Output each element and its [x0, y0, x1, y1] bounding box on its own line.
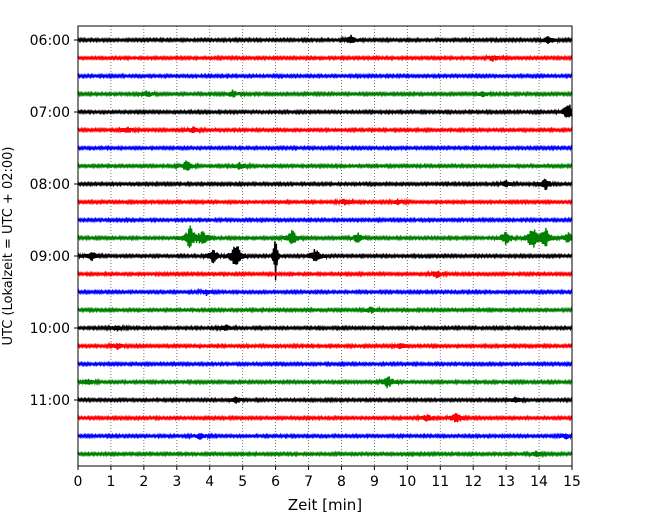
trace-0915: [77, 270, 573, 279]
trace-0745: [77, 160, 573, 171]
y-axis-ticks: 06:00 07:00 08:00 09:00 10:00 11:00: [30, 33, 78, 409]
trace-0830: [77, 216, 573, 224]
y-axis-label: UTC (Lokalzeit = UTC + 02:00): [1, 147, 16, 346]
trace-0800: [77, 178, 573, 190]
x-axis-label: Zeit [min]: [288, 496, 362, 514]
x-tick-label-13: 13: [497, 474, 515, 490]
grid-lines: [110, 26, 540, 466]
y-tick-label-0700: 07:00: [30, 105, 70, 121]
trace-0930: [77, 287, 573, 297]
trace-1030: [77, 360, 573, 368]
x-tick-label-2: 2: [139, 474, 148, 490]
x-tick-label-3: 3: [172, 474, 181, 490]
x-tick-label-0: 0: [74, 474, 83, 490]
x-tick-label-12: 12: [464, 474, 482, 490]
trace-0715: [77, 125, 573, 135]
x-tick-label-6: 6: [271, 474, 280, 490]
plot-frame: [77, 25, 573, 467]
trace-0845: [77, 225, 573, 248]
y-tick-label-0600: 06:00: [30, 33, 70, 49]
x-tick-label-1: 1: [106, 474, 115, 490]
y-tick-label-1100: 11:00: [30, 393, 70, 409]
y-tick-label-0800: 08:00: [30, 177, 70, 193]
y-tick-label-0900: 09:00: [30, 249, 70, 265]
x-tick-label-4: 4: [205, 474, 214, 490]
x-tick-label-5: 5: [238, 474, 247, 490]
trace-1130: [77, 432, 573, 441]
seismic-traces: [77, 34, 573, 459]
trace-1015: [77, 341, 573, 351]
x-tick-label-14: 14: [530, 474, 548, 490]
trace-0730: [77, 144, 573, 152]
trace-0645: [77, 89, 573, 98]
trace-0600: [77, 34, 573, 45]
x-tick-label-7: 7: [304, 474, 313, 490]
x-tick-label-9: 9: [370, 474, 379, 490]
trace-1045: [77, 376, 573, 389]
trace-0815: [77, 197, 573, 207]
trace-0700: [77, 104, 573, 118]
trace-0630: [77, 72, 573, 80]
x-tick-label-15: 15: [563, 474, 581, 490]
x-axis-ticks: 0 1 2 3 4 5 6 7 8 9 10 11 12 13 14 15: [74, 466, 581, 490]
x-tick-label-8: 8: [337, 474, 346, 490]
x-tick-label-11: 11: [431, 474, 449, 490]
x-tick-label-10: 10: [398, 474, 416, 490]
trace-0900: [77, 241, 573, 281]
y-tick-label-1000: 10:00: [30, 321, 70, 337]
trace-1145: [77, 450, 573, 459]
trace-1000: [77, 323, 573, 332]
trace-1100: [77, 396, 573, 404]
trace-1115: [77, 413, 573, 423]
trace-0615: [77, 53, 573, 62]
trace-0945: [77, 305, 573, 314]
